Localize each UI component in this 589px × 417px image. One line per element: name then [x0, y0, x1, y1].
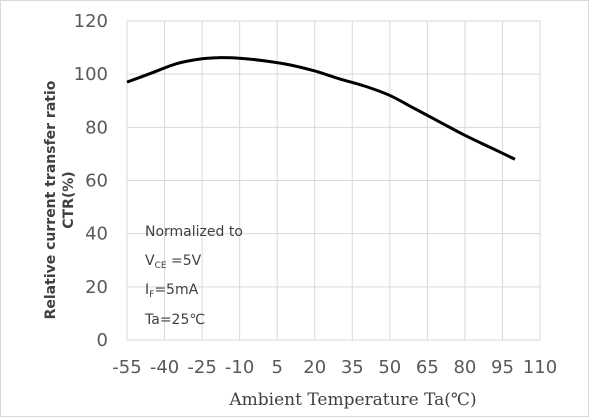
y-tick-label: 60: [85, 171, 108, 192]
annotation-normalized: Normalized to: [145, 224, 243, 240]
x-tick-label: 50: [378, 357, 401, 378]
y-tick-label: 100: [74, 64, 108, 85]
x-tick-label: 110: [523, 357, 557, 378]
x-tick-label: 65: [416, 357, 439, 378]
x-tick-label: 5: [271, 357, 282, 378]
y-axis-label-line2: CTR(%): [61, 171, 77, 228]
x-tick-label: -25: [187, 357, 216, 378]
y-tick-label: 80: [85, 117, 108, 138]
y-axis-label-line1: Relative current transfer ratio: [43, 80, 59, 319]
y-tick-label: 0: [97, 330, 108, 351]
x-tick-label: 95: [491, 357, 514, 378]
x-tick-label: 20: [303, 357, 326, 378]
y-axis-ticks: 0 20 40 60 80 100 120: [74, 11, 108, 351]
annotation-vce: VCE =5V: [145, 253, 202, 271]
x-tick-label: -10: [225, 357, 254, 378]
series-layer: [126, 56, 516, 161]
x-tick-label: 35: [341, 357, 364, 378]
y-tick-label: 40: [85, 224, 108, 245]
x-axis-ticks: -55 -40 -25 -10 5 20 35 50 65 80 95 110: [112, 357, 557, 378]
y-tick-label: 120: [74, 11, 108, 32]
y-axis-label: Relative current transfer ratio CTR(%): [43, 80, 77, 319]
annotation-if: IF=5mA: [145, 282, 199, 300]
x-axis-label: Ambient Temperature Ta(℃): [228, 390, 476, 410]
y-tick-label: 20: [85, 277, 108, 298]
series-line: [126, 56, 516, 161]
grid-layer: [126, 20, 541, 341]
x-tick-label: 80: [453, 357, 476, 378]
annotation-box: Normalized to VCE =5V IF=5mA Ta=25℃: [144, 224, 243, 328]
x-tick-label: -55: [112, 357, 141, 378]
x-tick-label: -40: [150, 357, 179, 378]
annotation-ta: Ta=25℃: [144, 312, 205, 328]
